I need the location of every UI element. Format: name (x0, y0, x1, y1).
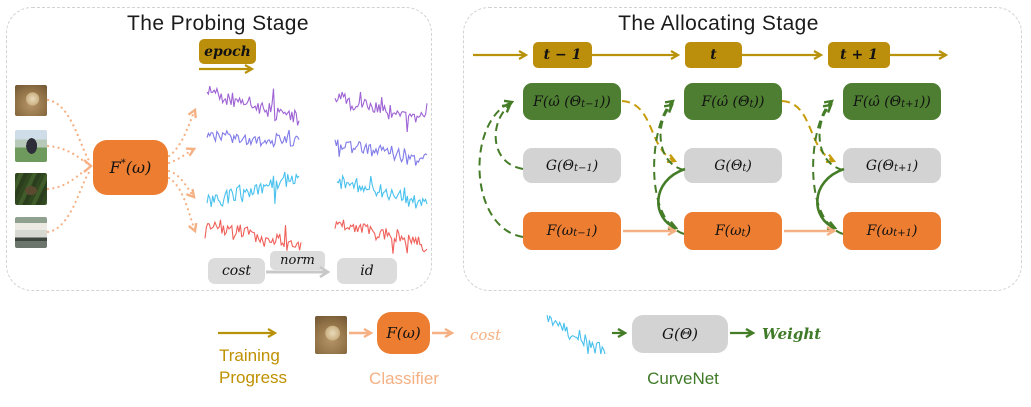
classifier-box-t: F(ω t) (684, 212, 782, 250)
legend-curvenet-box: G(Θ) (632, 315, 728, 353)
classifier-box-t-minus-1: F(ω t−1) (523, 212, 621, 250)
legend-sample-image (315, 316, 347, 354)
probing-model-box: F * (ω) (93, 140, 168, 195)
legend-curvenet-caption: CurveNet (647, 369, 719, 388)
timeline-step-t: t (685, 42, 742, 68)
legend-classifier-caption: Classifier (369, 369, 439, 388)
legend-training-line1: Training (219, 346, 280, 365)
meta-classifier-box-t: F(ω̂ (Θ t)) (684, 83, 782, 120)
probing-stage-title: The Probing Stage (127, 12, 309, 35)
timeline-step-t-plus-1: t + 1 (828, 42, 890, 68)
sample-image-truck (15, 217, 47, 248)
epoch-box: epoch (199, 39, 256, 64)
norm-box: norm (270, 251, 325, 270)
cost-box: cost (208, 258, 265, 284)
id-box: id (337, 258, 397, 284)
meta-classifier-box-t-plus-1: F(ω̂ (Θ t+1)) (843, 83, 941, 120)
sample-image-deer (15, 173, 47, 205)
model-box-label: F (109, 158, 121, 177)
sample-image-dog (15, 85, 47, 116)
legend-classifier-box: F(ω) (377, 312, 430, 354)
legend-weight-output: Weight (762, 325, 822, 343)
timeline-step-t-minus-1: t − 1 (533, 42, 592, 68)
legend-cost-output: cost (470, 326, 502, 344)
curvenet-box-t-plus-1: G(Θ t+1) (843, 148, 941, 183)
curvenet-box-t-minus-1: G(Θ t−1) (523, 148, 621, 183)
loss-curve-cyan (546, 314, 606, 355)
classifier-box-t-plus-1: F(ω t+1) (843, 212, 941, 250)
curvenet-box-t: G(Θ t) (684, 148, 782, 183)
sample-image-horse (15, 130, 47, 162)
meta-classifier-box-t-minus-1: F(ω̂ (Θ t−1)) (523, 83, 621, 120)
allocating-stage-title: The Allocating Stage (618, 12, 819, 35)
legend-training-line2: Progress (219, 368, 288, 387)
